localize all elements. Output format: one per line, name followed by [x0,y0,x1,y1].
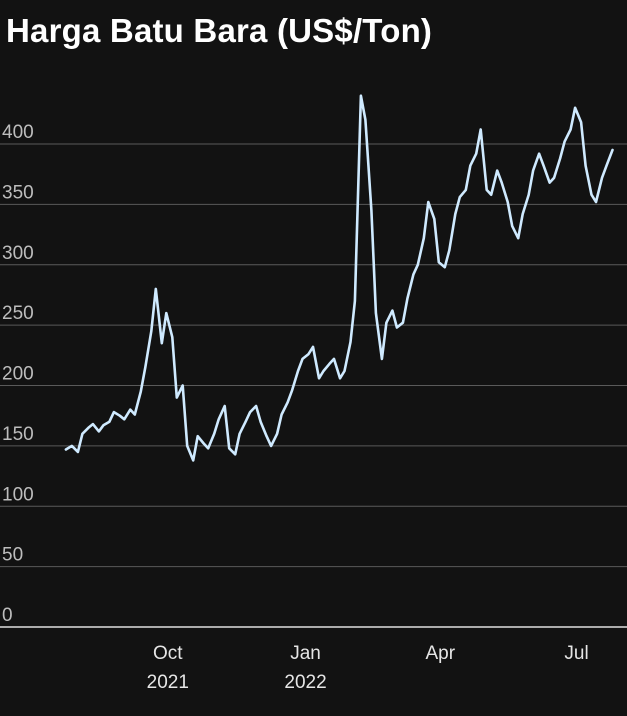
y-tick-label-200: 200 [2,364,34,385]
y-tick-label-350: 350 [2,182,34,203]
series-line-0 [64,94,614,462]
x-tick-label-2: Apr [426,643,456,664]
y-tick-label-150: 150 [2,424,34,445]
y-tick-label-50: 50 [2,545,23,566]
x-tick-label-1: Jan [290,643,321,664]
y-tick-label-300: 300 [2,243,34,264]
y-tick-label-100: 100 [2,484,34,505]
x-tick-year-0: 2021 [147,672,189,693]
x-tick-label-3: Jul [564,643,588,664]
y-tick-label-250: 250 [2,303,34,324]
x-tick-year-1: 2022 [284,672,326,693]
y-tick-label-0: 0 [2,605,13,626]
chart-title: Harga Batu Bara (US$/Ton) [6,12,433,49]
x-tick-label-0: Oct [153,643,183,664]
y-tick-label-400: 400 [2,122,34,143]
